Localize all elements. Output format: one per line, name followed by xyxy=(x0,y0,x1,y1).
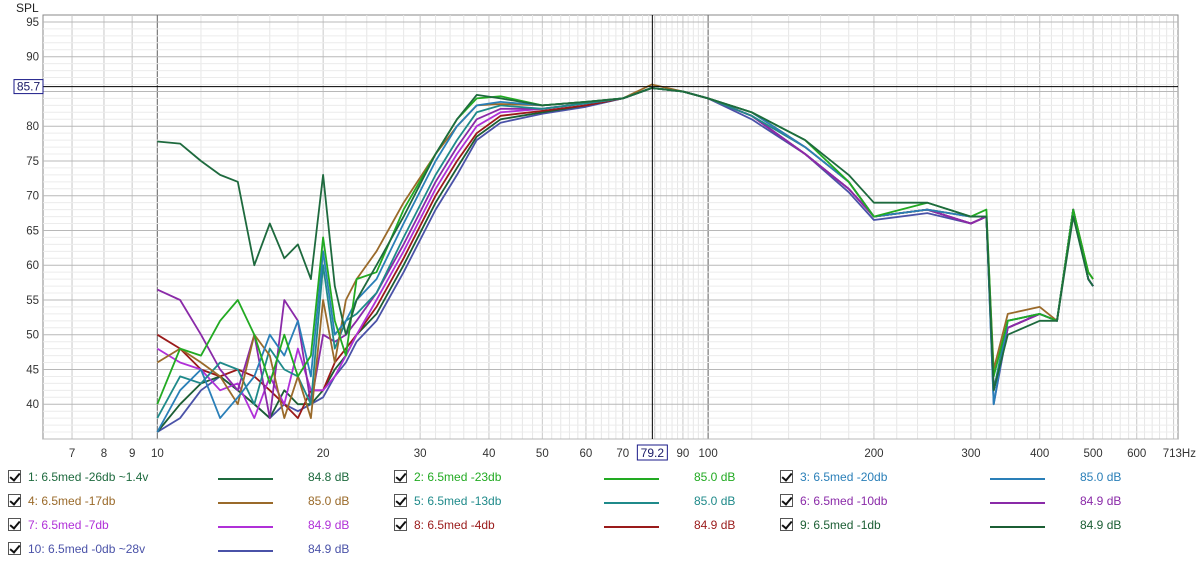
x-tick-label: 60 xyxy=(580,448,593,460)
y-axis-label: SPL xyxy=(16,1,39,15)
grid-lines xyxy=(43,15,1178,440)
x-tick-label: 400 xyxy=(1030,448,1049,460)
series-line xyxy=(157,87,1094,392)
legend-checkbox[interactable] xyxy=(8,518,21,531)
cursor-x-readout: 79.2 xyxy=(641,446,665,460)
x-tick-label: 30 xyxy=(414,448,427,460)
x-tick-label: 40 xyxy=(483,448,496,460)
legend-checkbox[interactable] xyxy=(8,470,21,483)
legend-item[interactable]: 1: 6.5med -26db ~1.4v 84.8 dB xyxy=(8,468,398,488)
legend-label: 4: 6.5med -17db xyxy=(28,494,116,508)
legend-label: 6: 6.5med -10db xyxy=(800,494,888,508)
legend-label: 1: 6.5med -26db ~1.4v xyxy=(28,470,149,484)
legend-value: 84.9 dB xyxy=(694,518,736,532)
x-tick-label: 70 xyxy=(616,448,629,460)
legend-value: 84.9 dB xyxy=(1080,494,1122,508)
legend-item[interactable]: 7: 6.5med -7db 84.9 dB xyxy=(8,516,398,536)
legend-label: 5: 6.5med -13db xyxy=(414,494,502,508)
legend-item[interactable]: 8: 6.5med -4db 84.9 dB xyxy=(394,516,784,536)
legend-checkbox[interactable] xyxy=(780,518,793,531)
legend-value: 85.0 dB xyxy=(694,494,736,508)
legend-item[interactable]: 9: 6.5med -1db 84.9 dB xyxy=(780,516,1170,536)
legend-checkbox[interactable] xyxy=(8,542,21,555)
cursor-y-readout-box xyxy=(13,79,44,95)
x-tick-label: 20 xyxy=(317,448,330,460)
legend-value: 85.0 dB xyxy=(1080,470,1122,484)
legend-label: 9: 6.5med -1db xyxy=(800,518,881,532)
legend-label: 2: 6.5med -23db xyxy=(414,470,502,484)
y-tick-label: 65 xyxy=(26,225,39,237)
legend-label: 3: 6.5med -20db xyxy=(800,470,888,484)
legend-swatch xyxy=(218,478,273,480)
series-layer xyxy=(156,83,1094,433)
legend-swatch xyxy=(218,502,273,504)
legend-item[interactable]: 3: 6.5med -20db 85.0 dB xyxy=(780,468,1170,488)
x-tick-label: 300 xyxy=(961,448,980,460)
x-tick-label: 90 xyxy=(677,448,690,460)
legend-swatch xyxy=(218,526,273,528)
x-tick-label: 50 xyxy=(536,448,549,460)
legend-checkbox[interactable] xyxy=(8,494,21,507)
legend-value: 84.9 dB xyxy=(308,542,350,556)
legend-swatch xyxy=(604,478,659,480)
y-tick-label: 75 xyxy=(26,156,39,168)
legend-value: 85.0 dB xyxy=(694,470,736,484)
x-tick-label: 100 xyxy=(699,448,718,460)
spl-frequency-chart[interactable]: 7 8 9 10 20 30 40 50 60 70 90 100 200 300 400 500 600 713… xyxy=(0,0,1200,466)
legend-swatch xyxy=(990,478,1045,480)
legend-swatch xyxy=(218,550,273,552)
legend-checkbox[interactable] xyxy=(394,518,407,531)
legend-value: 84.9 dB xyxy=(1080,518,1122,532)
x-tick-label: 10 xyxy=(151,448,164,460)
legend-swatch xyxy=(990,526,1045,528)
x-tick-label: 7 xyxy=(69,448,75,460)
legend: 1: 6.5med -26db ~1.4v 84.8 dB 2: 6.5med -2… xyxy=(0,466,1200,562)
cursor-crosshair[interactable]: 85.7 79.2 xyxy=(13,15,1178,461)
y-tick-label: 70 xyxy=(26,191,39,203)
legend-item[interactable]: 4: 6.5med -17db 85.0 dB xyxy=(8,492,398,512)
cursor-y-readout: 85.7 xyxy=(17,80,41,94)
x-tick-label: 600 xyxy=(1127,448,1146,460)
y-tick-label: 55 xyxy=(26,295,39,307)
legend-swatch xyxy=(990,502,1045,504)
legend-checkbox[interactable] xyxy=(394,470,407,483)
legend-checkbox[interactable] xyxy=(780,494,793,507)
legend-label: 8: 6.5med -4db xyxy=(414,518,495,532)
legend-item[interactable]: 5: 6.5med -13db 85.0 dB xyxy=(394,492,784,512)
y-tick-label: 45 xyxy=(26,364,39,376)
x-tick-label: 9 xyxy=(129,448,135,460)
legend-swatch xyxy=(604,502,659,504)
legend-value: 84.8 dB xyxy=(308,470,350,484)
legend-value: 85.0 dB xyxy=(308,494,350,508)
y-tick-label: 80 xyxy=(26,121,39,133)
y-tick-label: 50 xyxy=(26,330,39,342)
legend-item[interactable]: 10: 6.5med -0db ~28v 84.9 dB xyxy=(8,540,398,560)
axis-tick-labels: 7 8 9 10 20 30 40 50 60 70 90 100 200 300 400 500 600 713… xyxy=(26,17,1196,460)
x-tick-label: 200 xyxy=(864,448,883,460)
legend-value: 84.9 dB xyxy=(308,518,350,532)
legend-checkbox[interactable] xyxy=(394,494,407,507)
x-tick-label: 713Hz xyxy=(1163,448,1196,460)
plot-area[interactable] xyxy=(42,14,1179,440)
x-tick-label: 500 xyxy=(1084,448,1103,460)
legend-checkbox[interactable] xyxy=(780,470,793,483)
legend-swatch xyxy=(604,526,659,528)
y-tick-label: 40 xyxy=(26,399,39,411)
cursor-x-readout-box xyxy=(636,444,668,461)
legend-item[interactable]: 6: 6.5med -10db 84.9 dB xyxy=(780,492,1170,512)
y-tick-label: 95 xyxy=(26,17,39,29)
x-tick-label: 8 xyxy=(101,448,107,460)
legend-item[interactable]: 2: 6.5med -23db 85.0 dB xyxy=(394,468,784,488)
y-tick-label: 60 xyxy=(26,260,39,272)
legend-label: 10: 6.5med -0db ~28v xyxy=(28,542,146,556)
y-tick-label: 90 xyxy=(26,52,39,64)
legend-label: 7: 6.5med -7db xyxy=(28,518,109,532)
